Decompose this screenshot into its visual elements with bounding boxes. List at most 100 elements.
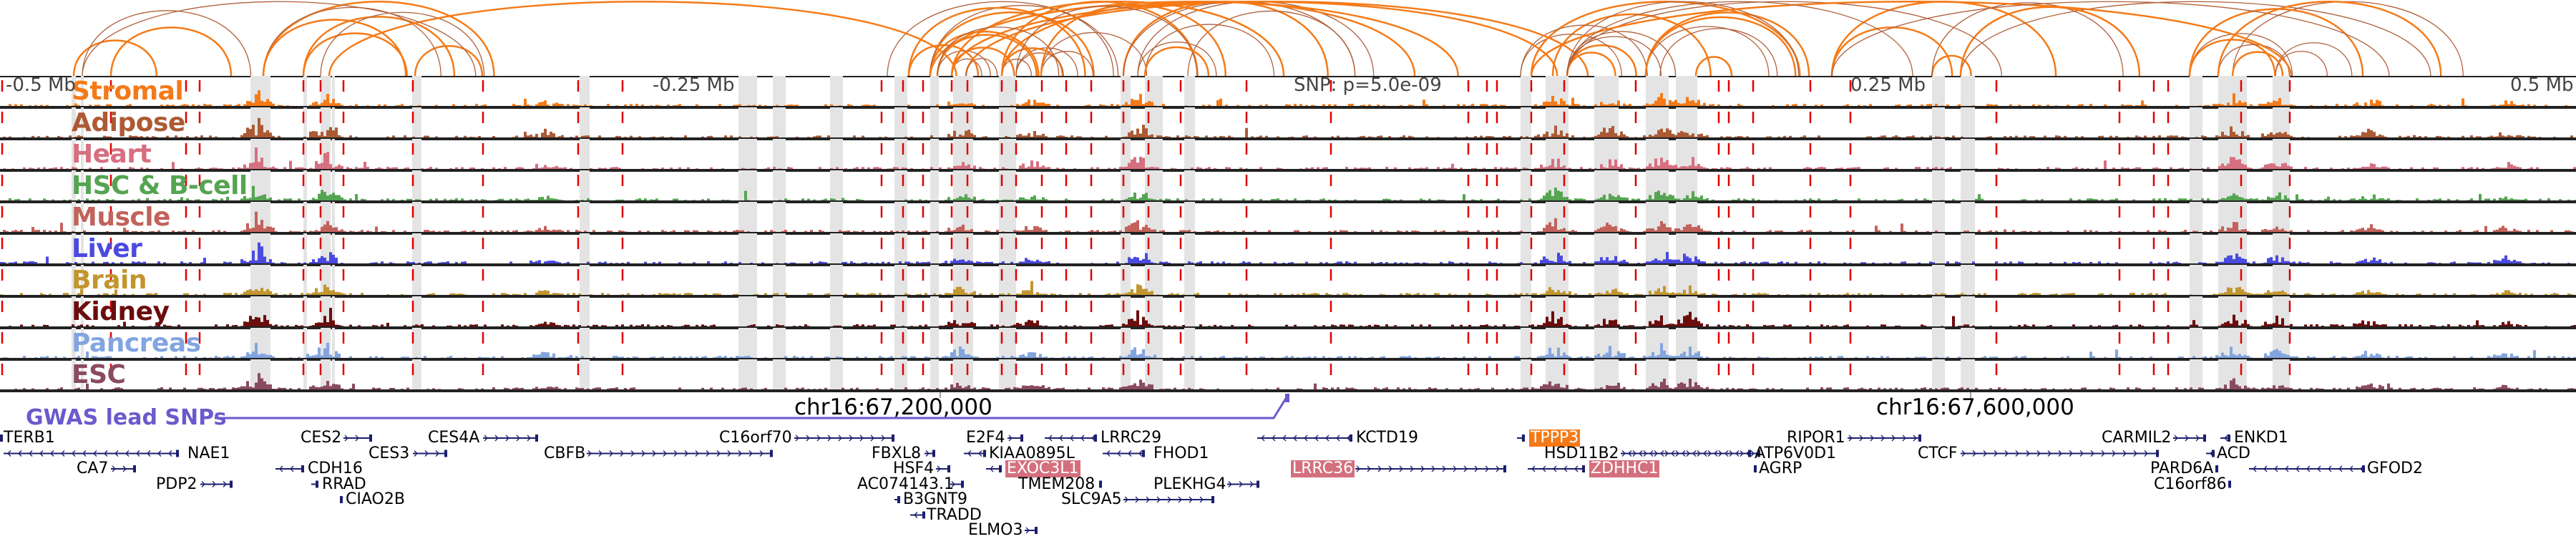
gene-model xyxy=(1008,434,1023,442)
loop-arc xyxy=(1530,1,1801,77)
gene-label-gfod2[interactable]: GFOD2 xyxy=(2367,460,2423,477)
gene-label-pard6a[interactable]: PARD6A xyxy=(2150,460,2214,477)
gene-label-hsf4[interactable]: HSF4 xyxy=(893,460,935,477)
highlight-band xyxy=(930,76,939,392)
track-brain: Brain xyxy=(0,265,2576,296)
track-hsc-b-cell: HSC & B-cell xyxy=(0,170,2576,202)
loop-arc xyxy=(263,6,441,77)
gene-label-exoc3l1[interactable]: EXOC3L1 xyxy=(1005,460,1080,477)
coordinate-label-67200000: chr16:67,200,000 xyxy=(794,394,992,420)
gene-label-agrp[interactable]: AGRP xyxy=(1759,460,1802,477)
gene-label-ces2[interactable]: CES2 xyxy=(301,429,342,447)
gene-model xyxy=(275,465,304,472)
signal-bars xyxy=(9,90,2567,106)
signal-track-canvas xyxy=(0,76,2576,392)
highlight-band xyxy=(303,76,307,392)
gene-label-ciao2b[interactable]: CIAO2B xyxy=(346,490,405,508)
track-esc: ESC xyxy=(0,359,2576,391)
highlight-band xyxy=(2190,76,2202,392)
gene-label-rrad[interactable]: RRAD xyxy=(322,475,366,493)
track-adipose: Adipose xyxy=(0,107,2576,139)
signal-bars xyxy=(3,147,2576,169)
loop-arc xyxy=(1931,2,2124,77)
gene-label-slc9a5[interactable]: SLC9A5 xyxy=(1061,490,1122,508)
gene-model xyxy=(483,434,538,442)
gene-label-ctcf[interactable]: CTCF xyxy=(1918,444,1958,462)
gene-label-tppp3[interactable]: TPPP3 xyxy=(1529,429,1581,447)
loop-arc xyxy=(1520,34,1622,77)
gene-label-carmil2[interactable]: CARMIL2 xyxy=(2102,429,2172,447)
gene-label-cbfb[interactable]: CBFB xyxy=(544,444,586,462)
loop-arc xyxy=(2275,51,2328,77)
loop-arc xyxy=(72,39,158,77)
axis-label-left: -0.5 Mb xyxy=(6,74,76,96)
gene-model xyxy=(413,450,447,457)
gene-label-atp6v0d1[interactable]: ATP6V0D1 xyxy=(1755,444,1837,462)
gene-model xyxy=(4,450,179,457)
gene-label-e2f4[interactable]: E2F4 xyxy=(966,429,1005,447)
loop-arc xyxy=(936,34,1038,77)
loop-arc xyxy=(1015,6,1198,77)
axis-label-snp: SNP: p=5.0e-09 xyxy=(1294,74,1442,96)
gene-label-pdp2[interactable]: PDP2 xyxy=(156,475,197,493)
gene-label-fhod1[interactable]: FHOD1 xyxy=(1153,444,1209,462)
gene-label-kctd19[interactable]: KCTD19 xyxy=(1356,429,1418,447)
gene-label-terb1[interactable]: TERB1 xyxy=(4,429,55,447)
gene-label-cdh16[interactable]: CDH16 xyxy=(308,460,363,477)
gene-label-elmo3[interactable]: ELMO3 xyxy=(968,521,1023,539)
gene-label-c16orf86[interactable]: C16orf86 xyxy=(2154,475,2227,493)
gene-model xyxy=(1025,527,1038,534)
gene-label-zdhhc1[interactable]: ZDHHC1 xyxy=(1589,460,1660,477)
chromatin-loop-arcs xyxy=(72,1,2464,77)
signal-tracks: Stromal Adipose Heart HSC & B-cell Muscle Liv… xyxy=(0,76,2576,392)
gene-label-ca7[interactable]: CA7 xyxy=(77,460,109,477)
gene-model xyxy=(1848,434,1921,442)
gene-label-nae1[interactable]: NAE1 xyxy=(187,444,230,462)
loop-arc xyxy=(1831,1,2390,77)
gene-label-ces4a[interactable]: CES4A xyxy=(428,429,480,447)
gene-label-ac074143-1[interactable]: AC074143.1 xyxy=(857,475,954,493)
highlight-band xyxy=(332,76,335,392)
gene-model xyxy=(894,496,900,503)
highlight-band xyxy=(81,76,84,392)
highlight-band xyxy=(72,76,76,392)
gene-label-hsd11b2[interactable]: HSD11B2 xyxy=(1544,444,1619,462)
loop-arc xyxy=(950,1,1285,77)
loop-arc xyxy=(2231,51,2284,77)
signal-bars xyxy=(14,373,2576,389)
gene-model xyxy=(1103,450,1145,457)
loop-arc xyxy=(965,58,998,77)
axis-label-left-mid: -0.25 Mb xyxy=(653,74,735,96)
loop-arc xyxy=(1520,24,1648,77)
track-bottom-border xyxy=(0,391,2576,392)
loop-arc xyxy=(1143,46,1210,77)
loop-arc xyxy=(1040,31,1148,77)
gwas-track-label: GWAS lead SNPs xyxy=(26,405,227,430)
gene-label-ces3[interactable]: CES3 xyxy=(369,444,410,462)
gene-label-c16orf70[interactable]: C16orf70 xyxy=(719,429,792,447)
gene-label-fbxl8[interactable]: FBXL8 xyxy=(872,444,922,462)
gene-label-enkd1[interactable]: ENKD1 xyxy=(2234,429,2288,447)
track-label: ESC xyxy=(72,360,126,389)
track-label: Pancreas xyxy=(72,329,201,358)
gene-label-acd[interactable]: ACD xyxy=(2217,444,2250,462)
gene-label-ripor1[interactable]: RIPOR1 xyxy=(1787,429,1845,447)
loop-arc xyxy=(1040,4,1227,77)
loop-arc xyxy=(2188,39,2276,77)
loop-arc xyxy=(262,1,495,77)
gene-label-lrrc29[interactable]: LRRC29 xyxy=(1101,429,1162,447)
loop-arc xyxy=(1960,1,2431,77)
loop-arc xyxy=(1566,1,1800,77)
gene-label-tradd[interactable]: TRADD xyxy=(927,505,982,524)
gene-label-tmem208[interactable]: TMEM208 xyxy=(1018,475,1096,493)
gene-label-lrrc36[interactable]: LRRC36 xyxy=(1291,460,1355,477)
gene-label-kiaa0895l[interactable]: KIAA0895L xyxy=(989,444,1075,462)
signal-bars xyxy=(9,308,2576,326)
highlight-band xyxy=(738,76,757,392)
loop-arc xyxy=(1694,56,1733,77)
gene-model xyxy=(2228,480,2231,488)
loop-arc xyxy=(1566,1,1913,77)
gene-label-b3gnt9[interactable]: B3GNT9 xyxy=(903,490,968,508)
gene-model xyxy=(0,434,3,442)
gene-label-plekhg4[interactable]: PLEKHG4 xyxy=(1153,475,1226,493)
